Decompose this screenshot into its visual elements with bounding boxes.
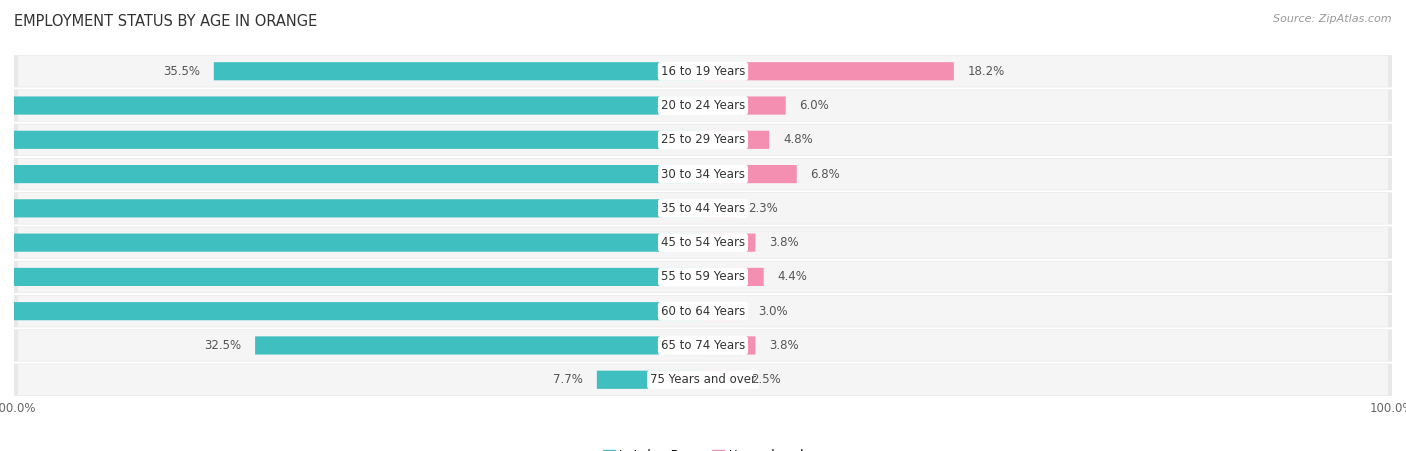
FancyBboxPatch shape bbox=[0, 165, 703, 183]
FancyBboxPatch shape bbox=[596, 371, 703, 389]
Text: 3.8%: 3.8% bbox=[769, 339, 799, 352]
Text: 30 to 34 Years: 30 to 34 Years bbox=[661, 168, 745, 180]
FancyBboxPatch shape bbox=[18, 296, 1388, 327]
Text: 20 to 24 Years: 20 to 24 Years bbox=[661, 99, 745, 112]
FancyBboxPatch shape bbox=[18, 124, 1388, 155]
Text: 2.3%: 2.3% bbox=[748, 202, 778, 215]
Text: 6.8%: 6.8% bbox=[810, 168, 841, 180]
Text: 45 to 54 Years: 45 to 54 Years bbox=[661, 236, 745, 249]
FancyBboxPatch shape bbox=[0, 234, 703, 252]
FancyBboxPatch shape bbox=[703, 62, 953, 80]
FancyBboxPatch shape bbox=[18, 227, 1388, 258]
FancyBboxPatch shape bbox=[14, 226, 1392, 259]
FancyBboxPatch shape bbox=[703, 371, 738, 389]
FancyBboxPatch shape bbox=[703, 302, 744, 320]
FancyBboxPatch shape bbox=[703, 336, 755, 354]
FancyBboxPatch shape bbox=[14, 329, 1392, 362]
FancyBboxPatch shape bbox=[14, 158, 1392, 190]
FancyBboxPatch shape bbox=[14, 364, 1392, 396]
Legend: In Labor Force, Unemployed: In Labor Force, Unemployed bbox=[598, 444, 808, 451]
FancyBboxPatch shape bbox=[14, 192, 1392, 225]
FancyBboxPatch shape bbox=[0, 302, 703, 320]
FancyBboxPatch shape bbox=[18, 364, 1388, 395]
FancyBboxPatch shape bbox=[0, 97, 703, 115]
Text: 4.4%: 4.4% bbox=[778, 271, 807, 283]
FancyBboxPatch shape bbox=[14, 261, 1392, 293]
Text: Source: ZipAtlas.com: Source: ZipAtlas.com bbox=[1274, 14, 1392, 23]
Text: 4.8%: 4.8% bbox=[783, 133, 813, 146]
Text: 18.2%: 18.2% bbox=[967, 65, 1005, 78]
FancyBboxPatch shape bbox=[18, 159, 1388, 189]
FancyBboxPatch shape bbox=[18, 90, 1388, 121]
Text: 55 to 59 Years: 55 to 59 Years bbox=[661, 271, 745, 283]
FancyBboxPatch shape bbox=[214, 62, 703, 80]
FancyBboxPatch shape bbox=[703, 97, 786, 115]
FancyBboxPatch shape bbox=[703, 199, 735, 217]
FancyBboxPatch shape bbox=[18, 330, 1388, 361]
FancyBboxPatch shape bbox=[18, 262, 1388, 292]
Text: 35.5%: 35.5% bbox=[163, 65, 200, 78]
FancyBboxPatch shape bbox=[14, 124, 1392, 156]
Text: 65 to 74 Years: 65 to 74 Years bbox=[661, 339, 745, 352]
FancyBboxPatch shape bbox=[0, 199, 703, 217]
Text: 3.0%: 3.0% bbox=[758, 305, 787, 318]
FancyBboxPatch shape bbox=[703, 131, 769, 149]
FancyBboxPatch shape bbox=[703, 234, 755, 252]
FancyBboxPatch shape bbox=[254, 336, 703, 354]
FancyBboxPatch shape bbox=[0, 268, 703, 286]
FancyBboxPatch shape bbox=[14, 89, 1392, 122]
Text: 6.0%: 6.0% bbox=[800, 99, 830, 112]
Text: 16 to 19 Years: 16 to 19 Years bbox=[661, 65, 745, 78]
Text: 7.7%: 7.7% bbox=[553, 373, 583, 386]
FancyBboxPatch shape bbox=[14, 55, 1392, 87]
Text: 3.8%: 3.8% bbox=[769, 236, 799, 249]
Text: 60 to 64 Years: 60 to 64 Years bbox=[661, 305, 745, 318]
Text: 2.5%: 2.5% bbox=[751, 373, 780, 386]
Text: 32.5%: 32.5% bbox=[204, 339, 242, 352]
FancyBboxPatch shape bbox=[703, 165, 797, 183]
FancyBboxPatch shape bbox=[0, 131, 703, 149]
Text: 75 Years and over: 75 Years and over bbox=[650, 373, 756, 386]
Text: 35 to 44 Years: 35 to 44 Years bbox=[661, 202, 745, 215]
FancyBboxPatch shape bbox=[18, 56, 1388, 87]
Text: 25 to 29 Years: 25 to 29 Years bbox=[661, 133, 745, 146]
Text: EMPLOYMENT STATUS BY AGE IN ORANGE: EMPLOYMENT STATUS BY AGE IN ORANGE bbox=[14, 14, 318, 28]
FancyBboxPatch shape bbox=[14, 295, 1392, 327]
FancyBboxPatch shape bbox=[703, 268, 763, 286]
FancyBboxPatch shape bbox=[18, 193, 1388, 224]
